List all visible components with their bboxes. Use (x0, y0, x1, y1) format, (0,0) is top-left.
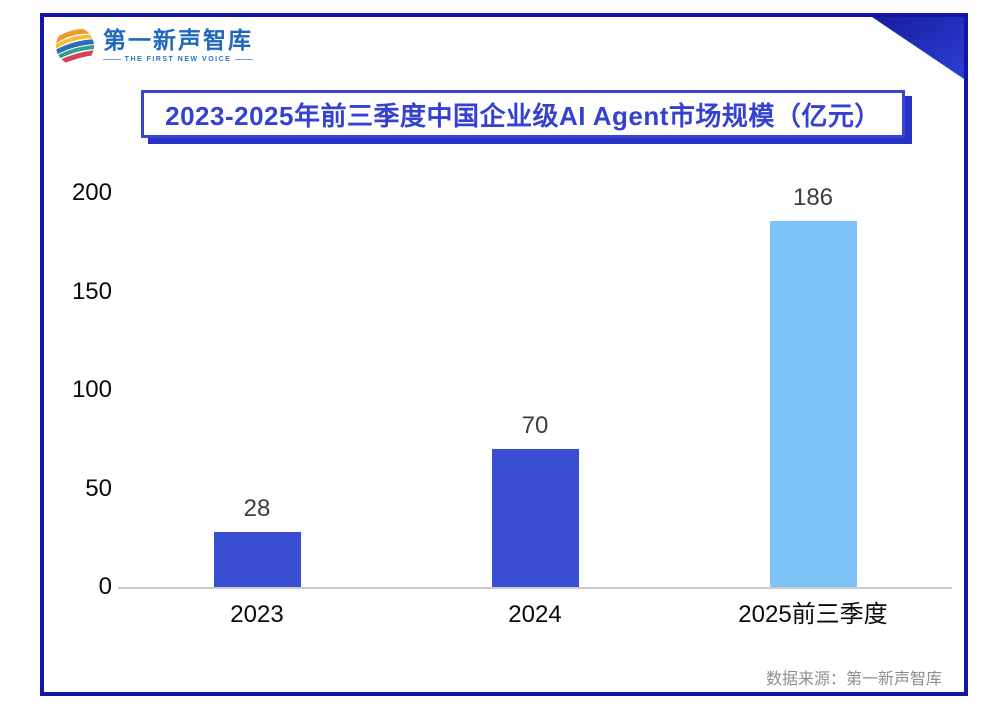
brand-tagline: THE FIRST NEW VOICE (103, 56, 253, 63)
y-tick-label-0: 0 (98, 573, 112, 600)
corner-triangle-decoration (872, 17, 964, 79)
brand-logo: 第一新声智库 THE FIRST NEW VOICE (55, 26, 253, 66)
chart-title-box: 2023-2025年前三季度中国企业级AI Agent市场规模（亿元） (141, 90, 905, 138)
bar-value-label-2023: 28 (243, 495, 271, 522)
bar-value-label-2024: 70 (521, 412, 549, 439)
y-tick-label-200: 200 (71, 179, 112, 206)
bar-value-label-2025前三季度: 186 (792, 184, 834, 211)
x-axis-baseline (118, 587, 952, 589)
ribbon-globe-icon (55, 28, 95, 66)
x-axis-label-2024: 2024 (508, 601, 562, 628)
bar-2025前三季度 (769, 221, 857, 587)
brand-name: 第一新声智库 (103, 27, 253, 53)
y-tick-label-100: 100 (71, 376, 112, 403)
bar-2024 (491, 449, 579, 587)
bar-2023 (213, 532, 301, 587)
chart-title: 2023-2025年前三季度中国企业级AI Agent市场规模（亿元） (165, 100, 881, 131)
brand-tagline-text: THE FIRST NEW VOICE (124, 56, 232, 63)
x-axis-label-2025前三季度: 2025前三季度 (738, 601, 888, 628)
y-tick-label-150: 150 (71, 277, 112, 305)
y-tick-label-50: 50 (85, 474, 112, 502)
x-axis-label-2023: 2023 (230, 601, 284, 628)
data-source-note: 数据来源：第一新声智库 (765, 671, 942, 688)
